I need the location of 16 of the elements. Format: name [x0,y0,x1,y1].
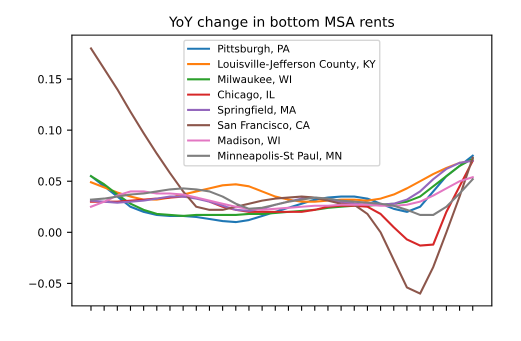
chart-title: YoY change in bottom MSA rents [168,16,394,30]
legend-label: Louisville-Jefferson County, KY [218,60,376,70]
line-series [90,178,474,216]
y-tick-label: 0.05 [38,177,62,186]
legend-label: Minneapolis-St Paul, MN [218,152,342,162]
legend-label: Chicago, IL [218,90,275,100]
legend-label: Springfield, MA [218,106,296,116]
legend-label: Madison, WI [218,136,280,146]
legend-label: Milwaukee, WI [218,75,292,84]
y-tick-label: −0.05 [29,279,62,288]
y-tick-label: 0.00 [38,228,62,237]
y-tick-label: 0.15 [38,75,62,84]
legend-label: Pittsburgh, PA [218,44,290,55]
line-series [90,176,474,211]
y-tick-label: 0.10 [38,126,62,135]
legend-label: San Francisco, CA [218,120,310,130]
